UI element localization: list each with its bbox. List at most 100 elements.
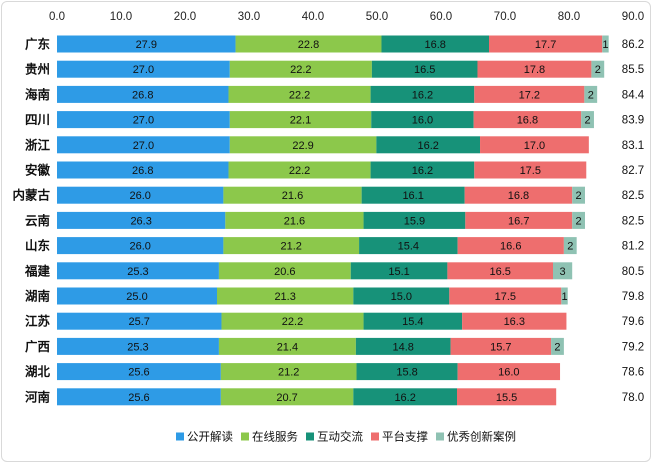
total-label: 84.4: [622, 89, 645, 101]
bar-segment: [57, 161, 229, 179]
bar-segment: [57, 136, 230, 154]
data-label: 16.8: [517, 115, 538, 127]
data-label: 3: [560, 266, 566, 278]
legend-swatch: [371, 432, 379, 441]
bar-segment: [572, 186, 585, 204]
data-label: 25.6: [128, 367, 149, 379]
data-label: 21.6: [284, 215, 305, 227]
x-tick-label: 50.0: [366, 11, 388, 23]
data-label: 16.5: [414, 64, 435, 76]
data-label: 25.6: [128, 392, 149, 404]
total-label: 82.7: [622, 165, 644, 177]
data-label: 15.9: [404, 215, 425, 227]
category-label: 广西: [25, 339, 50, 354]
bar-segment: [223, 237, 360, 255]
bar-segment: [465, 211, 573, 229]
data-label: 16.2: [412, 165, 433, 177]
total-label: 79.2: [622, 341, 644, 353]
data-label: 15.4: [402, 316, 423, 328]
bar-segment: [229, 136, 377, 154]
data-label: 25.3: [127, 266, 148, 278]
x-axis-ticks: 0.0 10.0 20.0 30.0 40.0 50.0 60.0 70.0 80.0 90.0: [49, 11, 644, 23]
bar-segment: [229, 111, 372, 129]
data-label: 17.5: [520, 165, 541, 177]
bar-segment: [551, 337, 564, 355]
legend-label: 在线服务: [252, 430, 298, 444]
x-tick-label: 20.0: [174, 11, 196, 23]
data-label: 2: [576, 215, 582, 227]
data-label: 26.8: [132, 89, 153, 101]
bar-segment: [356, 363, 458, 381]
bar-segment: [225, 211, 364, 229]
bar-segment: [361, 186, 465, 204]
bar-segment: [447, 262, 553, 280]
x-tick-label: 0.0: [49, 11, 65, 23]
data-label: 16.6: [500, 241, 521, 253]
bar-segment: [381, 35, 489, 53]
data-label: 15.5: [496, 392, 517, 404]
data-label: 16.0: [498, 367, 519, 379]
bar-segment: [57, 211, 226, 229]
legend-label: 公开解读: [187, 430, 233, 444]
total-label: 78.6: [622, 367, 644, 379]
data-label: 15.0: [391, 291, 412, 303]
data-label: 17.5: [495, 291, 516, 303]
bar-segment: [229, 60, 372, 78]
data-label: 27.0: [133, 64, 154, 76]
category-label: 江苏: [25, 314, 51, 329]
bar-segment: [591, 60, 605, 78]
bar-segment: [353, 287, 450, 305]
total-label: 83.1: [622, 140, 644, 152]
data-label: 16.8: [425, 39, 446, 51]
total-labels: 86.2 85.5 84.4 83.9 83.1 82.7 82.5 82.5 81.2 80.5…: [622, 39, 645, 404]
bar-segment: [449, 287, 562, 305]
category-label: 福建: [24, 263, 51, 278]
data-label: 25.0: [126, 291, 147, 303]
total-label: 82.5: [622, 190, 644, 202]
data-label: 15.7: [490, 341, 511, 353]
category-label: 浙江: [25, 137, 51, 152]
bar-segment: [602, 35, 609, 53]
x-tick-label: 80.0: [558, 11, 580, 23]
x-tick-label: 40.0: [302, 11, 324, 23]
bar-segment: [450, 337, 552, 355]
legend-label: 互动交流: [317, 430, 363, 444]
data-label: 2: [595, 64, 601, 76]
x-tick-label: 10.0: [110, 11, 132, 23]
bar-segment: [376, 136, 481, 154]
x-tick-label: 90.0: [622, 11, 644, 23]
data-label: 16.7: [508, 215, 529, 227]
bar-segment: [220, 363, 357, 381]
bar-segment: [370, 85, 475, 103]
category-label: 湖北: [25, 364, 51, 379]
data-label: 1: [561, 291, 567, 303]
total-label: 82.5: [622, 215, 644, 227]
data-label: 17.0: [524, 140, 545, 152]
legend-swatch: [176, 432, 184, 441]
data-label: 16.2: [412, 89, 433, 101]
bar-segment: [57, 388, 221, 406]
bar-segment: [228, 85, 371, 103]
data-label: 26.0: [129, 190, 150, 202]
bar-segment: [371, 111, 474, 129]
data-label: 22.8: [298, 39, 319, 51]
bar-segment: [371, 60, 478, 78]
bar-segment: [489, 35, 603, 53]
data-label: 26.8: [132, 165, 153, 177]
data-label: 21.6: [282, 190, 303, 202]
data-label: 17.2: [519, 89, 540, 101]
data-label: 16.5: [489, 266, 510, 278]
bar-segment: [474, 85, 585, 103]
bar-segment: [228, 161, 371, 179]
data-label: 2: [588, 89, 594, 101]
category-label: 河南: [25, 389, 51, 404]
bar-segment: [57, 312, 222, 330]
total-label: 81.2: [622, 241, 644, 253]
data-label: 25.3: [127, 341, 148, 353]
data-label: 16.3: [504, 316, 525, 328]
category-label: 云南: [25, 213, 51, 228]
legend-label: 平台支撑: [382, 430, 428, 444]
